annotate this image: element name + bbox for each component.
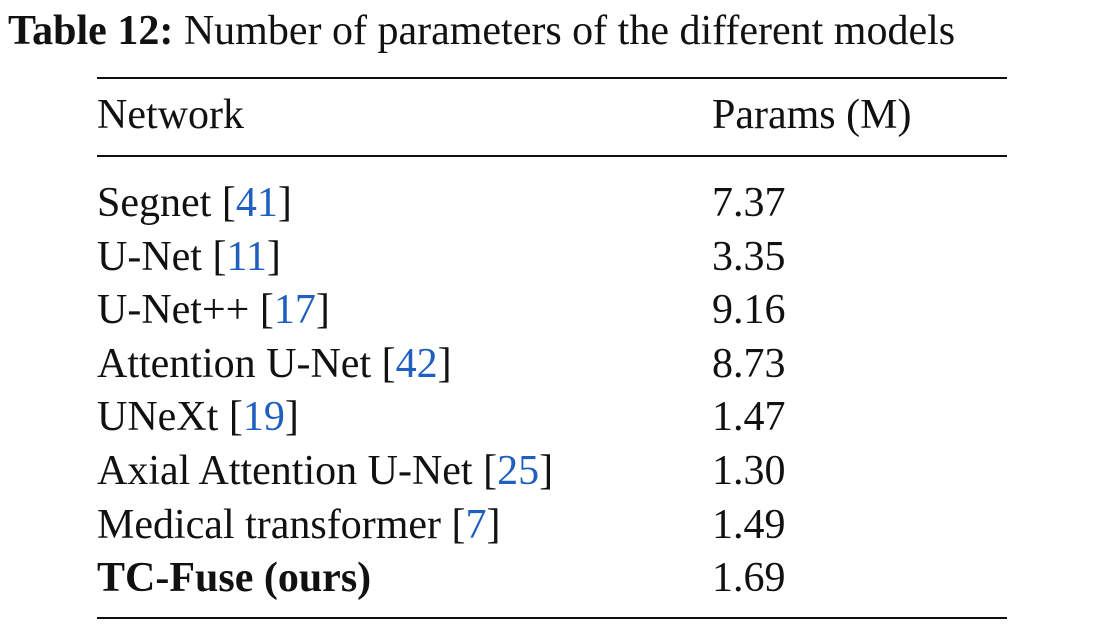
network-name: Segnet xyxy=(97,180,212,226)
table-row-network: U-Net [11] xyxy=(97,234,281,280)
table-row-network: TC-Fuse (ours) xyxy=(97,551,371,605)
citation-link[interactable]: 17 xyxy=(273,287,316,333)
table-row-network: UNeXt [19] xyxy=(97,394,299,440)
citation-link[interactable]: 42 xyxy=(395,341,438,387)
network-name: Attention U-Net xyxy=(97,341,372,387)
network-name: Axial Attention U-Net xyxy=(97,448,473,494)
header-network: Network xyxy=(97,92,244,138)
network-name: U-Net++ xyxy=(97,287,250,333)
table-caption: Table 12: Number of parameters of the di… xyxy=(8,2,1102,60)
citation-link[interactable]: 19 xyxy=(242,394,285,440)
table-row-params: 9.16 xyxy=(712,287,786,333)
table-row-network: Medical transformer [7] xyxy=(97,502,501,548)
citation-link[interactable]: 11 xyxy=(226,234,267,280)
table-row-params: 1.69 xyxy=(712,555,786,601)
table-row-network: Attention U-Net [42] xyxy=(97,341,452,387)
citation-link[interactable]: 7 xyxy=(465,502,487,548)
table-row-params: 8.73 xyxy=(712,341,786,387)
caption-text: Number of parameters of the different mo… xyxy=(183,8,956,54)
network-name: Medical transformer xyxy=(97,502,442,548)
top-rule xyxy=(97,77,1007,79)
network-name: UNeXt xyxy=(97,394,219,440)
header-params: Params (M) xyxy=(712,92,912,138)
network-name: TC-Fuse (ours) xyxy=(97,555,372,601)
citation-link[interactable]: 25 xyxy=(497,448,540,494)
table-number: Table 12: xyxy=(8,8,174,54)
table-row-params: 3.35 xyxy=(712,234,786,280)
table-row-network: Segnet [41] xyxy=(97,180,292,226)
citation-link[interactable]: 41 xyxy=(235,180,278,226)
table-row-network: Axial Attention U-Net [25] xyxy=(97,448,554,494)
table-row-params: 1.47 xyxy=(712,394,786,440)
table-row-params: 7.37 xyxy=(712,180,786,226)
header-rule xyxy=(97,155,1007,157)
table-row-params: 1.30 xyxy=(712,448,786,494)
network-name: U-Net xyxy=(97,234,202,280)
bottom-rule xyxy=(97,617,1007,619)
table-row-params: 1.49 xyxy=(712,502,786,548)
table-row-network: U-Net++ [17] xyxy=(97,287,330,333)
